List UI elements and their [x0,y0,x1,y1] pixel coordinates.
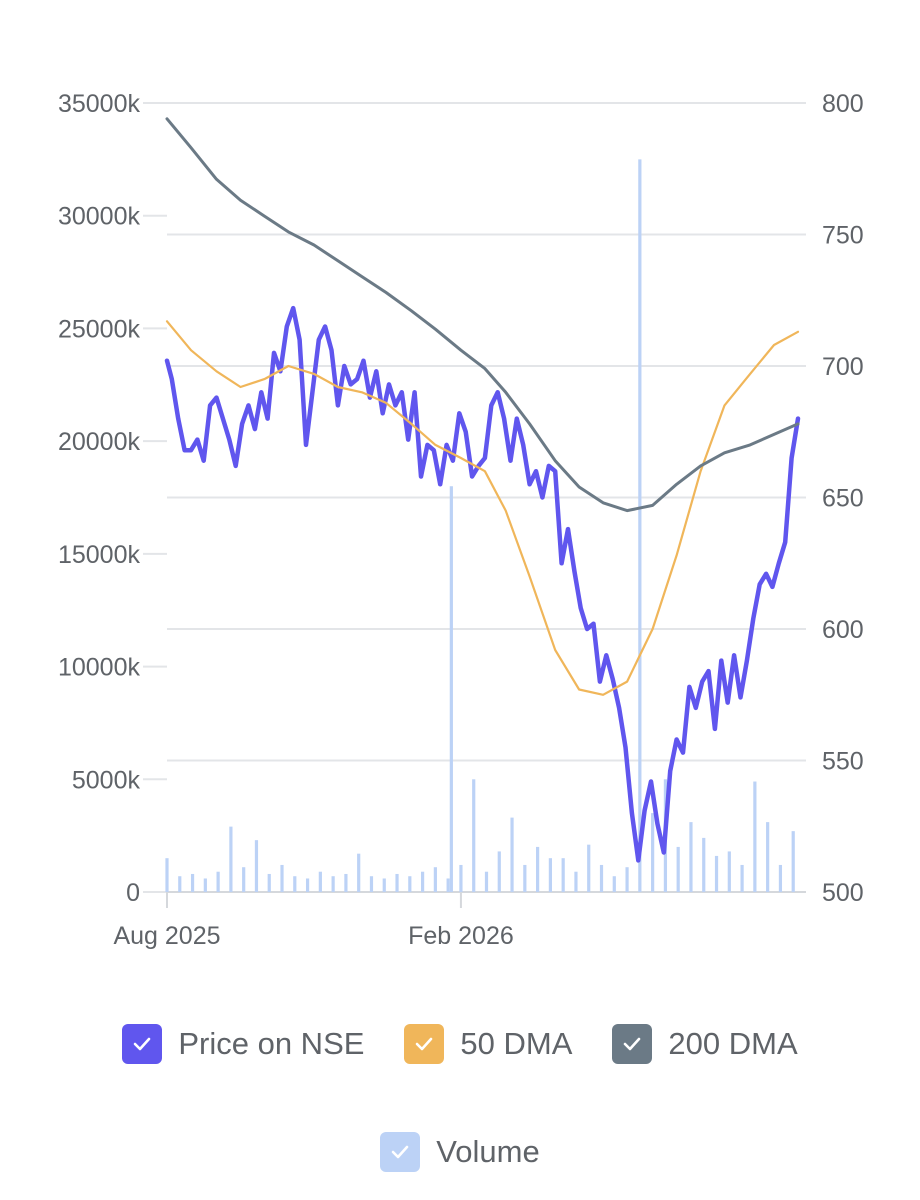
legend-label-price: Price on NSE [178,1026,365,1061]
legend-label-volume: Volume [436,1134,540,1169]
volume-bar [165,858,169,892]
y-right-tick-label: 550 [822,748,864,776]
legend-row: Volume [0,1132,920,1172]
gridlines [143,102,806,893]
volume-bar [548,858,552,892]
check-icon [391,1145,409,1159]
50-dma-line [165,320,800,696]
y-left-tick-label: 30000k [58,203,141,231]
volume-bar [574,871,578,892]
200-dma-line [165,117,800,513]
volume-checkbox[interactable] [380,1132,421,1172]
volume-bar [638,159,642,892]
volume-bar [395,873,399,892]
legend-item-price[interactable]: Price on NSE [122,1024,364,1064]
volume-bar [599,864,604,892]
series-lines [164,117,801,863]
volume-bar [369,876,374,892]
volume-bar [433,867,437,892]
volume-bar [242,867,246,892]
volume-bar [702,837,706,892]
y-right-tick-label: 700 [822,353,864,381]
volume-bar [305,878,310,892]
y-left-tick-label: 20000k [58,428,141,456]
volume-bar [408,876,412,892]
volume-bar [459,864,463,892]
50dma-checkbox[interactable] [404,1024,445,1064]
volume-bar [344,873,348,892]
y-right-tick-label: 750 [822,222,864,250]
x-axis: Aug 2025 Feb 2026 [113,892,514,950]
y-left-tick-label: 15000k [58,541,141,569]
volume-bar [449,486,453,892]
volume-bar [267,873,271,892]
y-left-tick-label: 0 [126,879,140,907]
volume-bars [165,159,795,892]
left-axis: 0 5000k 10000k 15000k 20000k 25000k 30000k 3500… [58,90,141,907]
volume-bar [357,853,361,892]
volume-bar [714,855,719,892]
volume-bar [190,873,195,892]
volume-bar [740,864,744,892]
volume-bar [625,867,629,892]
volume-bar [727,851,731,892]
volume-bar [497,851,501,892]
volume-bar [420,871,425,892]
price-volume-chart: 0 5000k 10000k 15000k 20000k 25000k 30000k 3500… [58,90,864,950]
y-left-tick-label: 5000k [72,766,141,794]
volume-bar [382,878,386,892]
volume-bar [612,876,616,892]
y-right-tick-label: 800 [822,90,864,118]
volume-bar [791,831,795,892]
price-checkbox[interactable] [122,1024,163,1064]
legend-label-50dma: 50 DMA [460,1026,573,1061]
volume-bar [446,878,450,892]
volume-bar [178,876,182,892]
volume-bar [254,840,259,892]
legend-item-50dma[interactable]: 50 DMA [404,1024,572,1064]
check-icon [416,1037,433,1051]
volume-bar [689,822,693,892]
200dma-checkbox[interactable] [612,1024,653,1064]
volume-bar [280,864,284,892]
y-right-tick-label: 500 [822,879,864,907]
price-on-nse-line [164,305,801,863]
volume-bar [753,781,757,892]
volume-bar [472,779,476,892]
volume-bar [203,878,207,892]
volume-bar [484,871,489,892]
volume-bar [766,822,770,892]
volume-bar [561,858,565,892]
volume-bar [536,846,540,892]
check-icon [134,1037,151,1051]
volume-bar [318,871,322,892]
y-right-tick-label: 650 [822,485,864,513]
x-tick-label: Feb 2026 [408,922,514,950]
right-axis: 500 550 600 650 700 750 800 [822,90,864,907]
y-left-tick-label: 25000k [58,315,141,343]
y-left-tick-label: 35000k [58,90,141,118]
y-right-tick-label: 600 [822,616,864,644]
legend-item-200dma[interactable]: 200 DMA [612,1024,798,1064]
legend-label-200dma: 200 DMA [668,1026,798,1061]
volume-bar [229,826,233,892]
legend-item-volume[interactable]: Volume [380,1132,540,1172]
volume-bar [523,864,527,892]
volume-bar [676,846,680,892]
volume-bar [331,876,335,892]
volume-bar [216,871,220,892]
volume-bar [587,844,591,892]
legend-row: Price on NSE 50 DMA 200 DMA [0,1024,920,1064]
volume-bar [651,813,655,892]
check-icon [624,1037,641,1051]
volume-bar [510,817,514,892]
volume-bar [293,876,297,892]
y-left-tick-label: 10000k [58,654,141,682]
volume-bar [778,864,783,892]
x-tick-label: Aug 2025 [113,922,220,950]
